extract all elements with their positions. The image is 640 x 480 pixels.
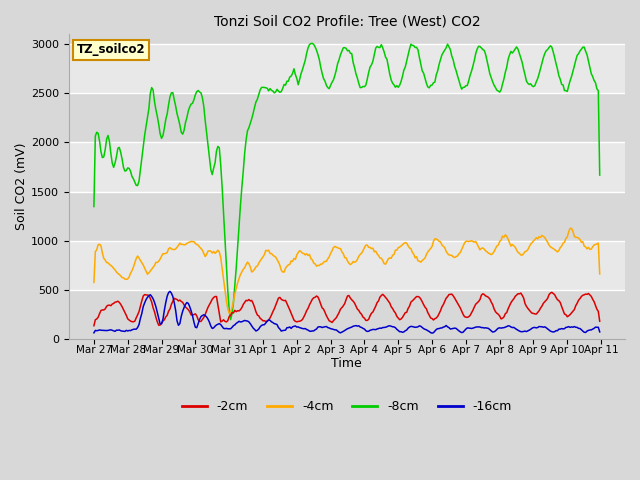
Bar: [68, 290, 625, 339]
Title: Tonzi Soil CO2 Profile: Tree (West) CO2: Tonzi Soil CO2 Profile: Tree (West) CO2: [214, 15, 480, 29]
X-axis label: Time: Time: [332, 357, 362, 370]
Bar: [68, 240, 625, 290]
Text: TZ_soilco2: TZ_soilco2: [77, 44, 145, 57]
Bar: [68, 35, 625, 44]
Bar: [68, 93, 625, 143]
Legend: -2cm, -4cm, -8cm, -16cm: -2cm, -4cm, -8cm, -16cm: [177, 395, 517, 418]
Y-axis label: Soil CO2 (mV): Soil CO2 (mV): [15, 143, 28, 230]
Bar: [68, 143, 625, 192]
Bar: [68, 192, 625, 240]
Bar: [68, 44, 625, 93]
